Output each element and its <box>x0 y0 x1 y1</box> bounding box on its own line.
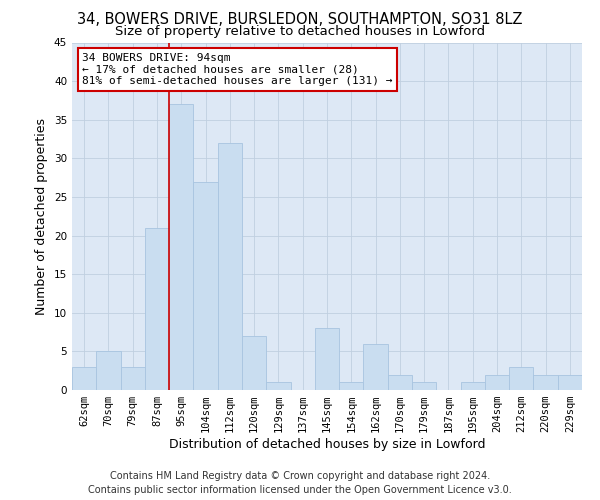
Bar <box>364 344 388 390</box>
Bar <box>242 336 266 390</box>
Text: Contains HM Land Registry data © Crown copyright and database right 2024.
Contai: Contains HM Land Registry data © Crown c… <box>88 471 512 495</box>
X-axis label: Distribution of detached houses by size in Lowford: Distribution of detached houses by size … <box>169 438 485 451</box>
Bar <box>315 328 339 390</box>
Bar <box>485 374 509 390</box>
Bar <box>509 367 533 390</box>
Y-axis label: Number of detached properties: Number of detached properties <box>35 118 49 315</box>
Bar <box>193 182 218 390</box>
Bar <box>72 367 96 390</box>
Bar <box>339 382 364 390</box>
Text: 34 BOWERS DRIVE: 94sqm
← 17% of detached houses are smaller (28)
81% of semi-det: 34 BOWERS DRIVE: 94sqm ← 17% of detached… <box>82 53 392 86</box>
Bar <box>145 228 169 390</box>
Bar <box>558 374 582 390</box>
Bar <box>388 374 412 390</box>
Text: 34, BOWERS DRIVE, BURSLEDON, SOUTHAMPTON, SO31 8LZ: 34, BOWERS DRIVE, BURSLEDON, SOUTHAMPTON… <box>77 12 523 28</box>
Text: Size of property relative to detached houses in Lowford: Size of property relative to detached ho… <box>115 25 485 38</box>
Bar <box>461 382 485 390</box>
Bar <box>169 104 193 390</box>
Bar <box>96 352 121 390</box>
Bar <box>266 382 290 390</box>
Bar <box>121 367 145 390</box>
Bar <box>412 382 436 390</box>
Bar <box>218 143 242 390</box>
Bar <box>533 374 558 390</box>
